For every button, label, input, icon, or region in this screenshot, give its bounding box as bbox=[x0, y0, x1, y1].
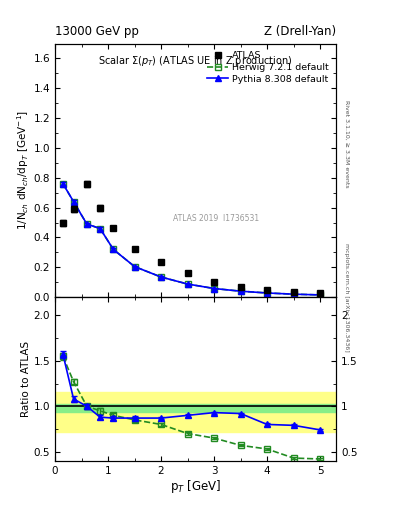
ATLAS bbox=[185, 269, 190, 275]
Text: mcplots.cern.ch [arXiv:1306.3436]: mcplots.cern.ch [arXiv:1306.3436] bbox=[344, 243, 349, 351]
Pythia 8.308 default bbox=[318, 292, 323, 298]
Pythia 8.308 default bbox=[159, 274, 163, 280]
ATLAS bbox=[111, 225, 116, 231]
Y-axis label: 1/N$_{ch}$ dN$_{ch}$/dp$_T$ [GeV$^{-1}$]: 1/N$_{ch}$ dN$_{ch}$/dp$_T$ [GeV$^{-1}$] bbox=[15, 110, 31, 230]
Pythia 8.308 default bbox=[185, 281, 190, 287]
Y-axis label: Ratio to ATLAS: Ratio to ATLAS bbox=[21, 341, 31, 417]
Bar bbox=[55, 403, 336, 412]
Bar bbox=[55, 392, 336, 432]
Herwig 7.2.1 default bbox=[132, 264, 137, 270]
Herwig 7.2.1 default bbox=[98, 225, 103, 231]
Pythia 8.308 default bbox=[84, 221, 89, 227]
ATLAS bbox=[159, 259, 163, 265]
Herwig 7.2.1 default bbox=[71, 199, 76, 205]
ATLAS bbox=[71, 206, 76, 212]
Herwig 7.2.1 default bbox=[318, 292, 323, 298]
Herwig 7.2.1 default bbox=[291, 291, 296, 297]
Line: Pythia 8.308 default: Pythia 8.308 default bbox=[60, 181, 323, 298]
Pythia 8.308 default bbox=[98, 225, 103, 231]
Pythia 8.308 default bbox=[265, 290, 270, 296]
Pythia 8.308 default bbox=[238, 288, 243, 294]
Pythia 8.308 default bbox=[71, 199, 76, 205]
ATLAS bbox=[84, 181, 89, 187]
Herwig 7.2.1 default bbox=[84, 221, 89, 227]
ATLAS bbox=[238, 284, 243, 290]
X-axis label: p$_T$ [GeV]: p$_T$ [GeV] bbox=[170, 478, 221, 496]
Herwig 7.2.1 default bbox=[238, 288, 243, 294]
Line: ATLAS: ATLAS bbox=[60, 181, 323, 296]
ATLAS bbox=[98, 205, 103, 211]
Herwig 7.2.1 default bbox=[111, 246, 116, 252]
ATLAS bbox=[291, 289, 296, 295]
ATLAS bbox=[318, 290, 323, 296]
Herwig 7.2.1 default bbox=[265, 290, 270, 296]
Herwig 7.2.1 default bbox=[212, 285, 217, 291]
Herwig 7.2.1 default bbox=[159, 274, 163, 280]
Legend: ATLAS, Herwig 7.2.1 default, Pythia 8.308 default: ATLAS, Herwig 7.2.1 default, Pythia 8.30… bbox=[204, 48, 331, 87]
ATLAS bbox=[265, 287, 270, 293]
ATLAS bbox=[61, 220, 65, 226]
Text: ATLAS 2019  I1736531: ATLAS 2019 I1736531 bbox=[173, 214, 259, 223]
Pythia 8.308 default bbox=[291, 291, 296, 297]
Line: Herwig 7.2.1 default: Herwig 7.2.1 default bbox=[60, 181, 323, 298]
Text: Z (Drell-Yan): Z (Drell-Yan) bbox=[264, 25, 336, 38]
Pythia 8.308 default bbox=[132, 264, 137, 270]
Pythia 8.308 default bbox=[61, 181, 65, 187]
ATLAS bbox=[132, 246, 137, 252]
Text: 13000 GeV pp: 13000 GeV pp bbox=[55, 25, 139, 38]
Text: Rivet 3.1.10, ≥ 3.3M events: Rivet 3.1.10, ≥ 3.3M events bbox=[344, 99, 349, 187]
Pythia 8.308 default bbox=[212, 285, 217, 291]
Text: Scalar $\Sigma(p_T)$ (ATLAS UE in Z production): Scalar $\Sigma(p_T)$ (ATLAS UE in Z prod… bbox=[98, 54, 293, 68]
Herwig 7.2.1 default bbox=[185, 281, 190, 287]
ATLAS bbox=[212, 279, 217, 285]
Pythia 8.308 default bbox=[111, 246, 116, 252]
Herwig 7.2.1 default bbox=[61, 181, 65, 187]
